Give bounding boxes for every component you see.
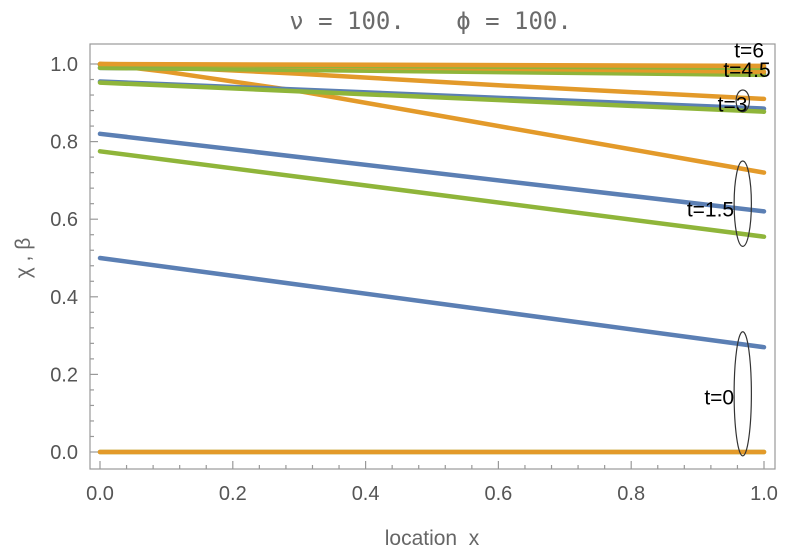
- y-axis-tick-labels: 0.0 0.2 0.4 0.6 0.8 1.0: [50, 54, 78, 464]
- series-line-orange-t1-5: [97, 61, 767, 175]
- series-line-blue-t0: [97, 255, 767, 350]
- ellipse-t0: [733, 331, 752, 457]
- annotation-t4-5: t=4.5: [723, 59, 770, 82]
- y-tick-label: 0.8: [50, 132, 78, 154]
- y-tick-label: 0.6: [50, 209, 78, 231]
- ellipse-t3: [735, 89, 750, 113]
- series-line-green-t1-5: [97, 149, 767, 239]
- plot-frame: [89, 43, 776, 470]
- y-axis-label: χ , β: [12, 238, 35, 279]
- x-tick-label: 1.0: [750, 483, 778, 505]
- series-lines: [97, 61, 767, 455]
- x-tick-label: 0.8: [617, 483, 645, 505]
- y-axis-ticks: [90, 63, 98, 453]
- x-tick-label: 0.2: [219, 483, 247, 505]
- annotation-t6: t=6: [734, 39, 764, 62]
- series-line-blue-t1-5: [97, 131, 767, 214]
- x-tick-label: 0.4: [352, 483, 380, 505]
- time-annotations: t=6 t=4.5 t=3 t=1.5 t=0: [687, 39, 771, 409]
- x-tick-label: 0.6: [484, 483, 512, 505]
- group-ellipses: [733, 89, 752, 457]
- ellipse-t1-5: [733, 160, 752, 247]
- series-line-orange-t6: [97, 61, 767, 69]
- x-axis-tick-labels: 0.0 0.2 0.4 0.6 0.8 1.0: [86, 483, 778, 505]
- annotation-t1-5: t=1.5: [687, 199, 734, 222]
- y-tick-label: 0.0: [50, 442, 78, 464]
- x-tick-label: 0.0: [86, 483, 114, 505]
- x-axis-label: location x: [385, 527, 480, 550]
- y-tick-label: 0.2: [50, 364, 78, 386]
- chart-title-left: ν = 100.: [289, 7, 405, 35]
- annotation-t0: t=0: [704, 387, 734, 410]
- chart-title-right: ϕ = 100.: [456, 7, 572, 35]
- series-line-green-t3: [97, 80, 767, 114]
- x-axis-ticks: [99, 461, 765, 469]
- y-tick-label: 0.4: [50, 287, 78, 309]
- y-tick-label: 1.0: [50, 54, 78, 76]
- annotation-t3: t=3: [718, 93, 748, 116]
- series-line-green-t4-5: [97, 65, 767, 78]
